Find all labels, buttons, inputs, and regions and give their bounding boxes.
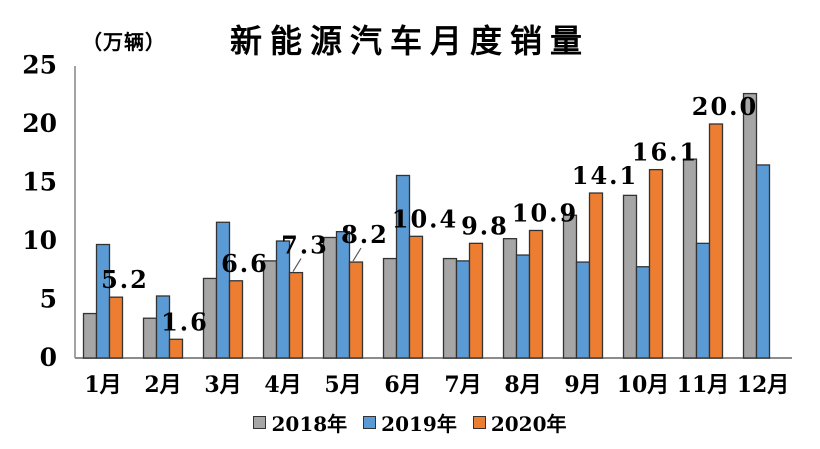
bar-2018年-7月 (442, 257, 458, 359)
x-tick-label-2月: 2月 (144, 372, 181, 398)
x-tick-label-9月: 9月 (564, 372, 601, 398)
bar-chart-plot: 0 5 10 15 20 25 1月 2月 3月 4月 5月 6月 7月 8月 9月 10月 11月 12月 5.2… (22, 51, 792, 398)
chart-legend: 2018年 2019年 2020年 (0, 408, 820, 437)
bar-2018年-6月 (382, 257, 398, 359)
x-tick-label-3月: 3月 (204, 372, 241, 398)
x-tick-label-7月: 7月 (444, 372, 481, 398)
bar-2018年-2月 (142, 317, 158, 359)
bar-2020年-3月 (228, 280, 244, 359)
x-tick-label-12月: 12月 (737, 372, 790, 398)
data-label-2020年-4月: 7.3 (281, 231, 329, 260)
x-tick-label-1月: 1月 (84, 372, 121, 398)
bar-2019年-7月 (455, 260, 471, 359)
y-tick-label-5: 5 (40, 285, 57, 314)
y-axis-unit-label: （万辆） (82, 30, 166, 54)
x-tick-label-8月: 8月 (504, 372, 541, 398)
legend-swatch-icon (253, 416, 267, 429)
bar-2020年-8月 (528, 229, 544, 359)
legend-label: 2018年 (271, 412, 348, 436)
bar-2018年-12月 (742, 92, 758, 359)
bar-2018年-1月 (82, 312, 98, 359)
chart-title: 新能源汽车月度销量 (229, 22, 590, 60)
x-tick-label-4月: 4月 (264, 372, 301, 398)
legend-item-2019年: 2019年 (363, 408, 457, 437)
data-label-2020年-8月: 10.9 (512, 198, 578, 227)
bar-2020年-9月 (588, 192, 604, 359)
bar-2019年-3月 (215, 221, 231, 359)
bar-2020年-4月 (288, 271, 304, 359)
bar-2019年-10月 (635, 266, 651, 359)
bar-2020年-2月 (168, 338, 184, 359)
bar-2019年-9月 (575, 261, 591, 359)
data-label-2020年-7月: 9.8 (461, 211, 509, 240)
x-tick-label-6月: 6月 (384, 372, 421, 398)
bar-2020年-6月 (408, 235, 424, 359)
bar-2019年-2月 (155, 295, 171, 359)
data-label-2020年-5月: 8.2 (341, 220, 389, 249)
y-tick-label-0: 0 (40, 343, 57, 372)
data-label-2020年-2月: 1.6 (161, 307, 209, 336)
bar-2019年-1月 (95, 243, 111, 359)
legend-label: 2019年 (381, 412, 457, 436)
bar-2020年-1月 (108, 296, 124, 359)
bar-2019年-6月 (395, 174, 411, 359)
data-label-2020年-11月: 20.0 (692, 92, 758, 121)
bar-2020年-10月 (648, 168, 664, 359)
bar-2019年-8月 (515, 254, 531, 359)
legend-label: 2020年 (490, 412, 567, 436)
legend-item-2020年: 2020年 (472, 408, 567, 437)
data-label-2020年-6月: 10.4 (392, 204, 458, 233)
x-tick-label-11月: 11月 (677, 372, 730, 398)
x-tick-label-10月: 10月 (617, 372, 670, 398)
bar-2018年-8月 (502, 238, 518, 359)
y-tick-label-10: 10 (22, 226, 57, 255)
bar-2018年-11月 (682, 158, 698, 359)
bar-2018年-10月 (622, 194, 638, 359)
legend-item-2018年: 2018年 (253, 408, 347, 437)
y-tick-label-15: 15 (22, 168, 57, 197)
bar-2020年-7月 (468, 242, 484, 359)
legend-swatch-icon (472, 416, 486, 429)
data-label-2020年-10月: 16.1 (632, 138, 698, 167)
data-label-leader-line-4月 (292, 258, 302, 272)
data-label-leader-line-5月 (352, 247, 362, 262)
bar-2020年-11月 (708, 123, 724, 359)
bar-2019年-12月 (755, 164, 771, 359)
data-label-2020年-1月: 5.2 (101, 265, 149, 294)
data-label-2020年-3月: 6.6 (221, 249, 269, 278)
y-tick-label-25: 25 (22, 51, 57, 80)
bar-2019年-11月 (695, 242, 711, 359)
legend-swatch-icon (363, 416, 377, 429)
bar-2020年-5月 (348, 261, 364, 359)
x-tick-label-5月: 5月 (324, 372, 361, 398)
data-label-2020年-9月: 14.1 (572, 161, 638, 190)
bar-2018年-9月 (562, 214, 578, 359)
y-tick-label-20: 20 (22, 109, 57, 138)
bar-2019年-5月 (335, 230, 351, 359)
